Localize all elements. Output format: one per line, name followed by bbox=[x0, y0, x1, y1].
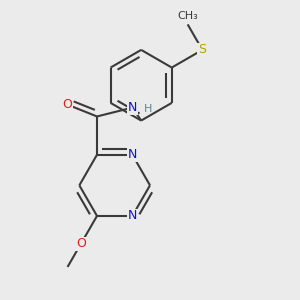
Text: CH₃: CH₃ bbox=[177, 11, 198, 21]
Text: N: N bbox=[128, 101, 137, 114]
Text: O: O bbox=[76, 238, 86, 250]
Text: S: S bbox=[198, 44, 206, 56]
Text: N: N bbox=[128, 209, 137, 222]
Text: O: O bbox=[63, 98, 73, 111]
Text: H: H bbox=[143, 104, 152, 114]
Text: N: N bbox=[128, 148, 137, 161]
